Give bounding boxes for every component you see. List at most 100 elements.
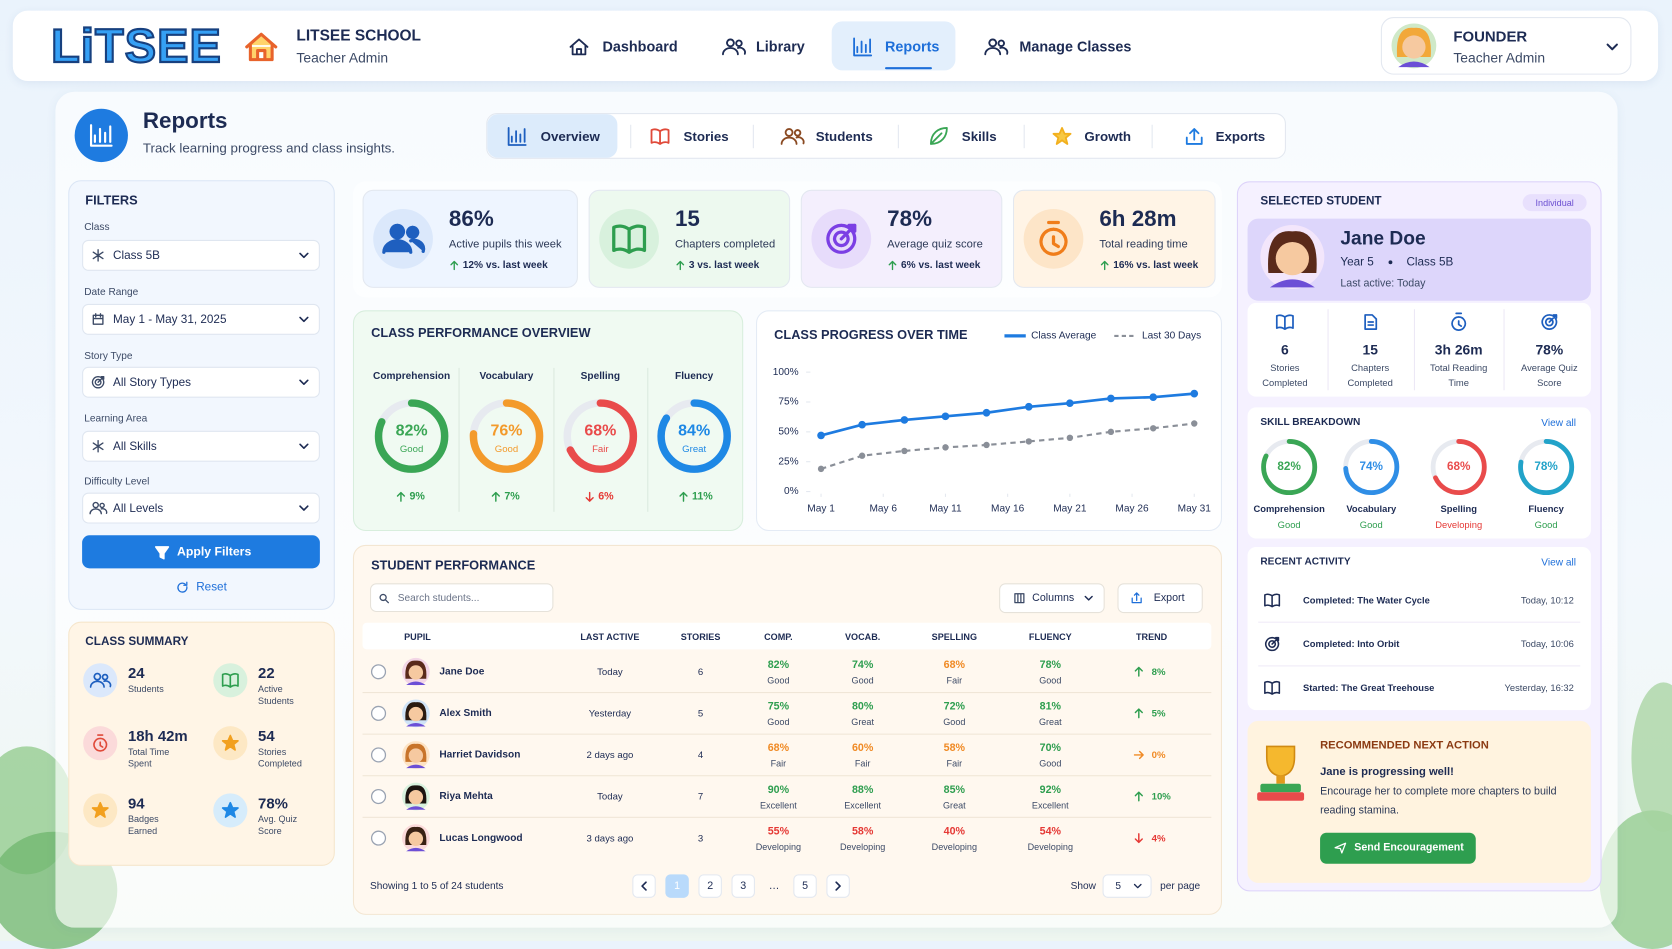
page-button[interactable] (665, 874, 689, 898)
tab[interactable]: Students (815, 129, 873, 144)
score: 88% (851, 784, 874, 796)
kpi-icon-bg (373, 208, 433, 269)
nav-item[interactable]: Dashboard (602, 38, 678, 55)
row-divider (362, 692, 1212, 694)
row-checkbox[interactable] (370, 664, 387, 680)
page-button[interactable] (731, 874, 755, 898)
row-checkbox[interactable] (370, 788, 387, 805)
encourage-button[interactable] (1320, 832, 1476, 864)
page-prev[interactable] (632, 874, 656, 898)
chart-icon (507, 127, 527, 146)
apply-button[interactable] (82, 535, 320, 569)
donut-arc (1518, 439, 1575, 496)
row-checkbox[interactable] (370, 747, 387, 763)
label: SKILL BREAKDOWN (1260, 416, 1361, 429)
page-button[interactable] (793, 874, 817, 898)
pupil-name: Riya Mehta (439, 790, 493, 803)
change: 9% (409, 491, 425, 503)
activity-time: Yesterday, 16:32 (1504, 682, 1574, 694)
per-page-select[interactable] (1102, 874, 1152, 898)
chev-icon (1084, 595, 1093, 601)
icon-shape (507, 127, 527, 146)
chev-icon (299, 379, 309, 386)
rating: Fair (854, 758, 871, 769)
page-number[interactable]: … (768, 880, 780, 892)
rating: Good (1359, 519, 1383, 530)
icon-shape (835, 881, 841, 891)
select-value: All Levels (113, 501, 164, 515)
rating: Good (1277, 519, 1301, 530)
label: 18h 42m (127, 727, 188, 745)
up-icon (491, 491, 500, 502)
rating: Great (943, 799, 966, 811)
activity-text: Completed: The Water Cycle (1303, 594, 1430, 606)
rating: Good (1039, 674, 1062, 686)
label: Jane is progressing well! (1320, 765, 1454, 779)
series-point (1191, 420, 1198, 427)
series-point (1190, 389, 1199, 398)
icon-shape (382, 223, 426, 254)
donut-arc (1430, 439, 1487, 496)
select[interactable] (82, 430, 320, 462)
people-icon (89, 501, 108, 515)
tab[interactable]: Growth (1084, 129, 1132, 144)
link[interactable]: View all (1541, 417, 1576, 430)
nav-item[interactable]: Manage Classes (1019, 38, 1132, 55)
column-header: TREND (1135, 631, 1168, 642)
page-number[interactable]: 2 (707, 880, 714, 892)
up-icon (888, 260, 897, 271)
search-box[interactable] (370, 583, 554, 613)
people-icon (722, 38, 746, 56)
clock-icon (1451, 312, 1467, 331)
select[interactable] (82, 366, 320, 398)
avatar-face (408, 665, 424, 680)
book-icon (1264, 680, 1281, 695)
icon-shape (93, 734, 108, 752)
icon-shape (1264, 593, 1281, 608)
page-number[interactable]: 5 (802, 880, 809, 892)
icon-shape (1265, 636, 1280, 652)
label: 6h 28m (1099, 206, 1177, 232)
nav-item[interactable]: Reports (885, 38, 940, 55)
link[interactable]: View all (1541, 557, 1576, 569)
page-number[interactable]: 3 (740, 880, 747, 892)
page-next[interactable] (826, 874, 850, 898)
reset-link[interactable]: Reset (196, 581, 227, 594)
row-checkbox[interactable] (370, 830, 387, 846)
select[interactable] (82, 239, 320, 271)
tab[interactable]: Exports (1215, 129, 1266, 144)
label: Show (1070, 880, 1096, 892)
series-point (817, 431, 825, 440)
rating: Developing (931, 841, 978, 852)
page-button[interactable] (698, 874, 722, 898)
book-icon (1264, 593, 1281, 608)
icon-shape (1131, 592, 1142, 604)
nav-item[interactable]: Library (756, 38, 805, 55)
spark-icon (92, 439, 104, 453)
x-tick-label: May 1 (807, 502, 835, 515)
cell: 7 (697, 791, 704, 802)
tab[interactable]: Overview (540, 129, 600, 144)
change: 11% (692, 491, 713, 503)
cell: Today (597, 666, 623, 678)
icon-shape (984, 38, 1009, 56)
rating: Good (494, 443, 519, 455)
page-number[interactable]: 1 (674, 880, 681, 892)
label: 24 (127, 664, 145, 682)
tab[interactable]: Skills (961, 129, 997, 144)
rating: Good (1534, 519, 1558, 530)
select[interactable] (82, 303, 320, 335)
row-checkbox[interactable] (370, 705, 387, 721)
select[interactable] (82, 492, 320, 524)
cell: Yesterday (588, 708, 632, 719)
icon-shape (299, 443, 309, 449)
avatar-body (406, 764, 426, 769)
label: Class 5B (1406, 255, 1454, 269)
upload-icon (1185, 128, 1203, 145)
down-icon (585, 491, 594, 502)
icon-shape (177, 581, 188, 593)
icon-shape (1133, 750, 1144, 760)
tab[interactable]: Stories (683, 129, 729, 144)
icon-shape (650, 128, 670, 145)
